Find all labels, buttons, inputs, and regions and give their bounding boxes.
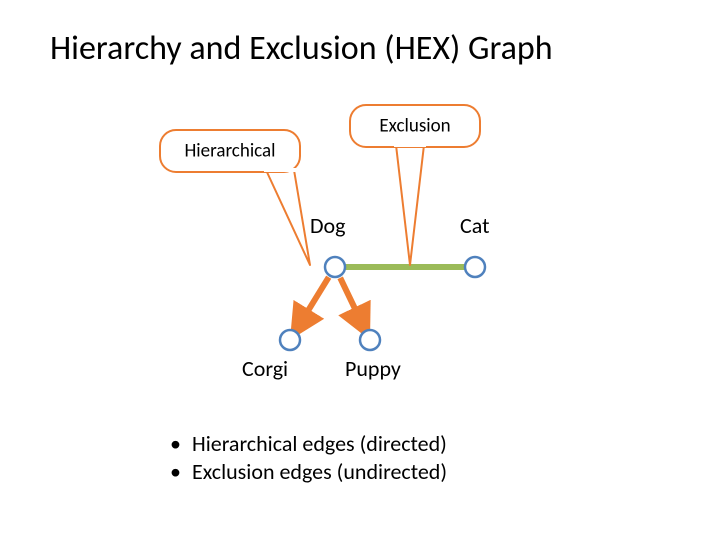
hierarchical-callout-tail — [266, 170, 310, 265]
bullet-dot-icon: • — [170, 458, 192, 486]
slide: Hierarchy and Exclusion (HEX) Graph Hier… — [0, 0, 720, 540]
hierarchical-edge — [299, 277, 328, 324]
node-puppy — [360, 330, 380, 350]
node-dog — [325, 257, 345, 277]
node-label-cat: Cat — [460, 212, 489, 239]
bullet-list: • Hierarchical edges (directed) • Exclus… — [170, 430, 447, 485]
node-corgi — [280, 330, 300, 350]
bullet-text: Exclusion edges (undirected) — [192, 458, 447, 486]
bullet-item: • Hierarchical edges (directed) — [170, 430, 447, 458]
hierarchical-callout-label: Hierarchical — [184, 140, 275, 163]
node-cat — [465, 257, 485, 277]
bullet-item: • Exclusion edges (undirected) — [170, 458, 447, 486]
exclusion-callout-label: Exclusion — [379, 115, 450, 138]
node-label-corgi: Corgi — [242, 355, 288, 382]
hierarchical-edge — [340, 278, 362, 324]
bullet-dot-icon: • — [170, 430, 192, 458]
node-label-puppy: Puppy — [345, 355, 401, 382]
exclusion-callout-tail — [396, 145, 424, 265]
bullet-text: Hierarchical edges (directed) — [192, 430, 447, 458]
hierarchical-callout-join — [264, 168, 296, 172]
node-label-dog: Dog — [310, 212, 346, 239]
exclusion-callout-join — [394, 143, 426, 147]
